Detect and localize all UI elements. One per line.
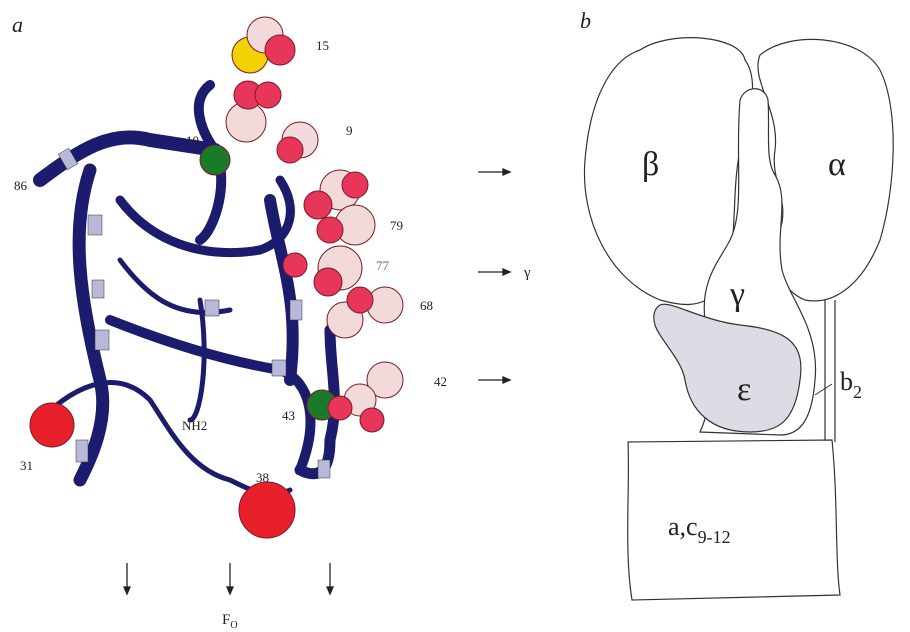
b2-main: b (840, 367, 853, 396)
arrow-label: γ (523, 265, 531, 281)
ac-main: a,c (668, 512, 698, 541)
bottom-label: FO (222, 612, 238, 631)
subunit-label: α (828, 146, 846, 183)
residue-label: 38 (256, 470, 269, 485)
bottom-label-main: F (222, 612, 230, 628)
residue-label: 31 (20, 458, 33, 473)
b2-label: b2 (840, 367, 862, 402)
panel-label: b (580, 8, 591, 33)
residue-label: 10 (186, 133, 199, 148)
residue-label: 86 (14, 178, 28, 193)
residue-label: 43 (282, 408, 295, 423)
terminus-label: NH2 (182, 418, 207, 433)
b2-sub: 2 (853, 382, 862, 402)
residue-label: 42 (434, 374, 447, 389)
residue-label: 77 (376, 258, 390, 273)
panel-label: a (12, 12, 23, 37)
ac-sub: 9-12 (698, 527, 731, 547)
residue-label: 9 (346, 123, 353, 138)
subunit-label: β (642, 146, 659, 183)
residue-label: 79 (390, 218, 403, 233)
residue-label: 68 (420, 298, 433, 313)
atp-synthase-outline (584, 38, 893, 600)
subunit-label: ε (737, 371, 751, 408)
subunit-label: γ (729, 276, 745, 313)
residue-label: 15 (316, 38, 329, 53)
bottom-label-sub: O (230, 620, 237, 631)
figure: a (0, 0, 910, 632)
